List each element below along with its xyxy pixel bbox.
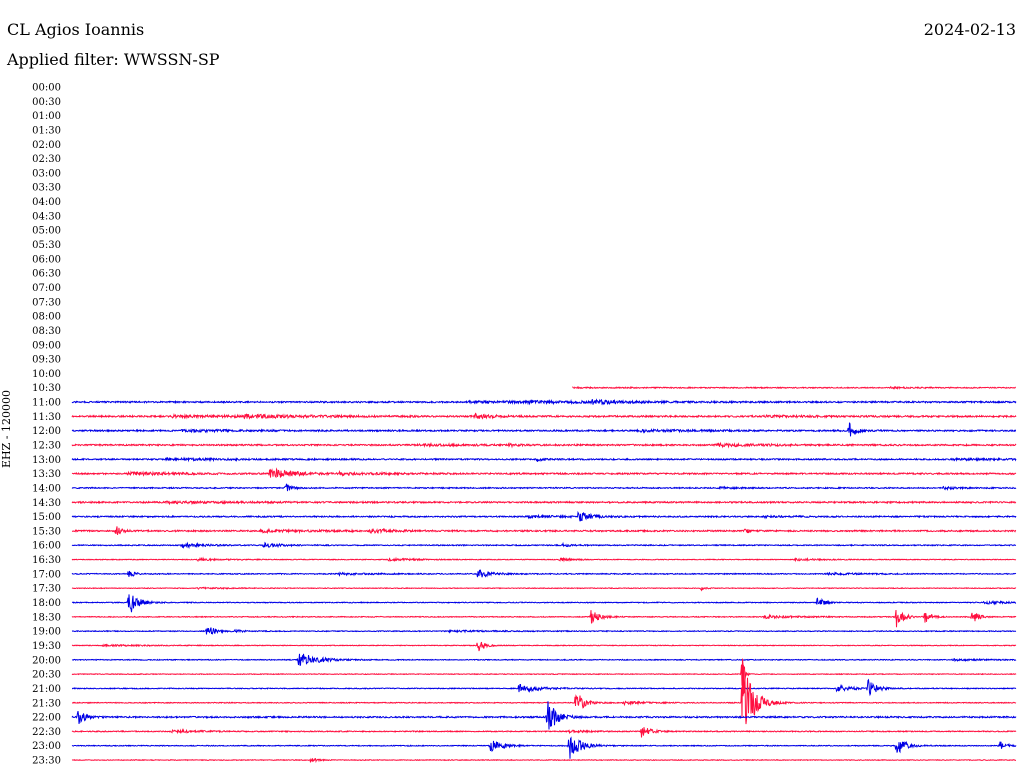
time-label-2230: 22:30 xyxy=(32,727,61,738)
trace-1900 xyxy=(71,627,1017,635)
time-label-0930: 09:30 xyxy=(32,355,61,366)
time-label-1200: 12:00 xyxy=(32,426,61,437)
trace-1330 xyxy=(71,467,1017,479)
time-label-0030: 00:30 xyxy=(32,97,61,108)
time-label-2000: 20:00 xyxy=(32,655,61,666)
time-label-0100: 01:00 xyxy=(32,111,61,122)
time-label-0530: 05:30 xyxy=(32,240,61,251)
time-label-1500: 15:00 xyxy=(32,512,61,523)
time-label-1730: 17:30 xyxy=(32,584,61,595)
trace-1700 xyxy=(71,568,1017,578)
trace-1600 xyxy=(71,541,1017,550)
time-label-1930: 19:30 xyxy=(32,641,61,652)
trace-2130 xyxy=(72,665,1017,725)
date-label: 2024-02-13 xyxy=(923,20,1016,39)
filter-line: Applied filter: WWSSN-SP xyxy=(7,51,220,69)
trace-2300 xyxy=(71,736,1017,759)
time-label-1600: 16:00 xyxy=(32,541,61,552)
time-label-0900: 09:00 xyxy=(32,340,61,351)
time-label-2030: 20:30 xyxy=(32,670,61,681)
time-label-0130: 01:30 xyxy=(32,125,61,136)
trace-1730 xyxy=(71,586,1017,592)
time-label-1300: 13:00 xyxy=(32,455,61,466)
filter-value: WWSSN-SP xyxy=(123,50,220,69)
trace-2030 xyxy=(71,658,1017,686)
time-label-0330: 03:30 xyxy=(32,183,61,194)
trace-2000 xyxy=(71,653,1017,666)
trace-1530 xyxy=(71,526,1017,535)
time-label-1800: 18:00 xyxy=(32,598,61,609)
time-label-1000: 10:00 xyxy=(32,369,61,380)
seismic-traces xyxy=(71,385,1017,764)
trace-1430 xyxy=(71,499,1017,506)
trace-1500 xyxy=(71,510,1017,522)
trace-2230 xyxy=(71,727,1017,738)
time-labels: 00:00 00:30 01:00 01:30 02:00 02:30 03:00 03:30… xyxy=(32,83,61,767)
trace-1830 xyxy=(71,610,1017,628)
time-label-1100: 11:00 xyxy=(32,398,61,409)
time-label-0700: 07:00 xyxy=(32,283,61,294)
time-label-0500: 05:00 xyxy=(32,226,61,237)
time-label-1330: 13:30 xyxy=(32,469,61,480)
time-label-1030: 10:30 xyxy=(32,383,61,394)
trace-1130 xyxy=(71,412,1017,420)
time-label-0000: 00:00 xyxy=(32,83,61,94)
filter-label: Applied filter: xyxy=(7,50,119,69)
station-title: CL Agios Ioannis xyxy=(7,20,145,39)
time-label-0300: 03:00 xyxy=(32,168,61,179)
time-label-0200: 02:00 xyxy=(32,140,61,151)
time-label-0800: 08:00 xyxy=(32,312,61,323)
trace-1800 xyxy=(71,594,1017,613)
trace-1100 xyxy=(71,398,1017,406)
trace-1230 xyxy=(71,441,1017,449)
time-label-1130: 11:30 xyxy=(32,412,61,423)
time-label-2130: 21:30 xyxy=(32,698,61,709)
time-label-1830: 18:30 xyxy=(32,612,61,623)
trace-2330 xyxy=(71,757,1017,764)
trace-1200 xyxy=(71,422,1017,437)
time-label-0730: 07:30 xyxy=(32,297,61,308)
time-label-1630: 16:30 xyxy=(32,555,61,566)
trace-1930 xyxy=(71,641,1017,652)
time-label-2100: 21:00 xyxy=(32,684,61,695)
time-label-1430: 14:30 xyxy=(32,498,61,509)
time-label-0430: 04:30 xyxy=(32,211,61,222)
time-label-1530: 15:30 xyxy=(32,526,61,537)
time-label-2200: 22:00 xyxy=(32,713,61,724)
time-label-0400: 04:00 xyxy=(32,197,61,208)
time-label-1700: 17:00 xyxy=(32,569,61,580)
time-label-2300: 23:00 xyxy=(32,741,61,752)
time-label-1900: 19:00 xyxy=(32,627,61,638)
trace-1030 xyxy=(572,385,1016,390)
trace-1630 xyxy=(71,556,1017,563)
time-label-0600: 06:00 xyxy=(32,254,61,265)
trace-1300 xyxy=(71,456,1017,463)
time-label-0830: 08:30 xyxy=(32,326,61,337)
trace-1400 xyxy=(71,483,1017,492)
time-label-1400: 14:00 xyxy=(32,483,61,494)
time-label-2330: 23:30 xyxy=(32,756,61,767)
time-label-1230: 12:30 xyxy=(32,441,61,452)
trace-2200 xyxy=(71,701,1017,730)
time-label-0630: 06:30 xyxy=(32,269,61,280)
time-label-0230: 02:30 xyxy=(32,154,61,165)
trace-2100 xyxy=(71,678,1017,697)
